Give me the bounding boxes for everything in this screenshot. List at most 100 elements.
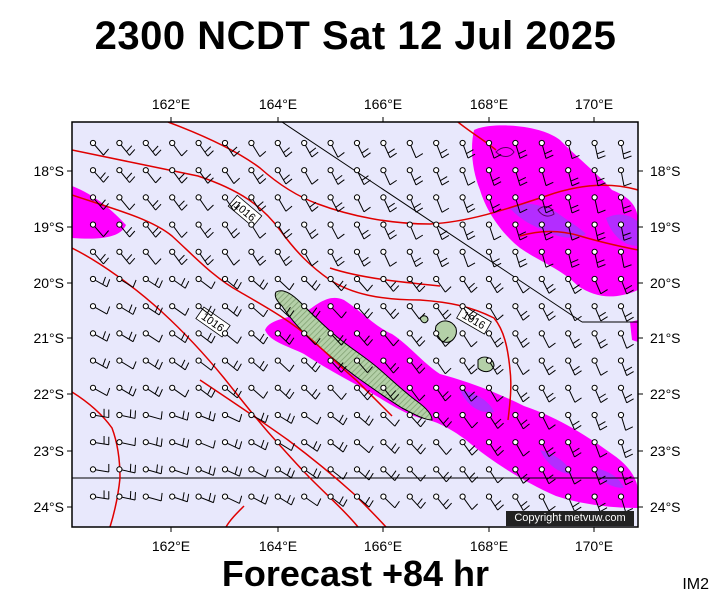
wind-barb-icon — [459, 411, 478, 429]
wind-barb-icon — [538, 221, 554, 241]
wind-barb-icon — [301, 384, 321, 400]
wind-barb-icon — [142, 464, 163, 475]
lat-label-left: 24°S — [33, 499, 64, 515]
wind-barb-icon — [301, 411, 322, 425]
wind-barb-icon — [459, 194, 476, 213]
wind-barb-icon — [116, 275, 137, 288]
wind-barb-icon — [274, 303, 295, 318]
wind-barb-icon — [380, 466, 400, 481]
wind-barb-icon — [353, 384, 373, 401]
lon-label-top: 170°E — [574, 96, 614, 112]
wind-barb-icon — [433, 357, 452, 375]
forecast-label: Forecast +84 hr — [221, 553, 490, 594]
wind-barb-icon — [512, 357, 530, 376]
wind-barb-icon — [459, 167, 476, 186]
wind-barb-icon — [565, 275, 582, 294]
wind-barb-icon — [380, 221, 397, 240]
wind-barb-icon — [142, 167, 162, 184]
wind-barb-icon — [433, 466, 452, 483]
wind-barb-icon — [538, 139, 554, 159]
wind-barb-icon — [485, 167, 502, 186]
wind-barb-icon — [459, 139, 476, 159]
wind-barb-icon — [116, 384, 137, 397]
wind-barb-icon — [142, 221, 162, 238]
wind-barb-icon — [591, 303, 608, 322]
wind-barb-icon — [591, 439, 608, 458]
wind-barb-icon — [617, 275, 634, 295]
map-frame — [71, 121, 639, 528]
wind-barb-icon — [538, 275, 556, 294]
wind-barb-icon — [512, 330, 530, 348]
wind-barb-icon — [89, 303, 111, 315]
wind-barb-icon — [406, 466, 426, 482]
wind-barb-icon — [221, 493, 243, 504]
wind-barb-icon — [433, 303, 452, 320]
wind-barb-icon — [169, 330, 190, 344]
wind-barb-icon — [142, 384, 163, 397]
wind-barb-icon — [274, 275, 295, 291]
wind-barb-icon — [274, 357, 295, 372]
wind-barb-icon — [327, 275, 347, 292]
wind-barb-icon — [274, 194, 293, 212]
wind-barb-icon — [89, 139, 109, 156]
wind-barb-icon — [406, 384, 426, 401]
wind-barb-icon — [565, 248, 580, 268]
wind-barb-icon — [221, 139, 241, 157]
wind-barb-icon — [617, 248, 632, 268]
wind-barb-icon — [221, 439, 243, 450]
wind-barb-icon — [301, 194, 319, 212]
wind-barb-icon — [353, 411, 374, 426]
wind-barb-icon — [617, 330, 634, 349]
wind-barb-icon — [248, 411, 269, 424]
wind-barb-icon — [274, 330, 295, 345]
wind-barb-icon — [274, 411, 295, 424]
wind-barb-icon — [89, 463, 110, 473]
wind-barb-icon — [353, 139, 371, 158]
wind-barb-icon — [485, 330, 504, 348]
wind-barb-icon — [327, 411, 348, 426]
wind-barb-icon — [274, 248, 293, 267]
wind-barb-icon — [248, 275, 269, 290]
wind-barb-icon — [565, 357, 582, 376]
wind-barb-icon — [248, 357, 269, 372]
wind-barb-icon — [512, 194, 528, 214]
wind-barb-icon — [195, 411, 216, 422]
wind-barb-icon — [433, 248, 450, 268]
wind-barb-icon — [195, 275, 216, 290]
wind-barb-icon — [301, 466, 322, 479]
wind-barb-icon — [353, 330, 373, 346]
wind-barb-icon — [538, 194, 554, 214]
wind-barb-icon — [617, 493, 634, 513]
wind-barb-icon — [485, 303, 504, 321]
wind-barb-icon — [591, 194, 606, 214]
wind-barb-icon — [169, 221, 188, 238]
wind-barb-icon — [116, 194, 136, 211]
wind-barb-icon — [142, 492, 163, 502]
wind-barb-icon — [380, 194, 397, 213]
wind-barb-icon — [459, 248, 476, 268]
wind-barb-icon — [195, 465, 216, 476]
wind-barb-icon — [406, 439, 426, 455]
wind-barb-icon — [406, 493, 426, 509]
wind-barb-icon — [459, 493, 478, 510]
wind-barb-icon — [169, 357, 190, 371]
wind-barb-icon — [512, 439, 530, 457]
wind-barb-icon — [353, 357, 373, 374]
wind-barb-icon — [327, 439, 348, 453]
lon-label-bottom: 170°E — [574, 538, 614, 554]
wind-barb-icon — [327, 248, 345, 267]
land-ouvea — [419, 315, 429, 324]
wind-barb-icon — [327, 357, 347, 373]
wind-barb-icon — [142, 248, 162, 265]
wind-barb-icon — [591, 221, 606, 241]
lon-label-top: 162°E — [151, 96, 191, 112]
wind-barb-icon — [565, 384, 582, 403]
wind-barb-icon — [116, 490, 136, 501]
wind-barb-icon — [353, 439, 374, 454]
wind-barb-icon — [301, 357, 321, 373]
rain-outline — [495, 147, 555, 217]
wind-barb-icon — [89, 408, 110, 419]
wind-barb-icon — [327, 194, 345, 213]
wind-barb-icon — [538, 493, 556, 512]
wind-barb-icon — [327, 221, 345, 240]
